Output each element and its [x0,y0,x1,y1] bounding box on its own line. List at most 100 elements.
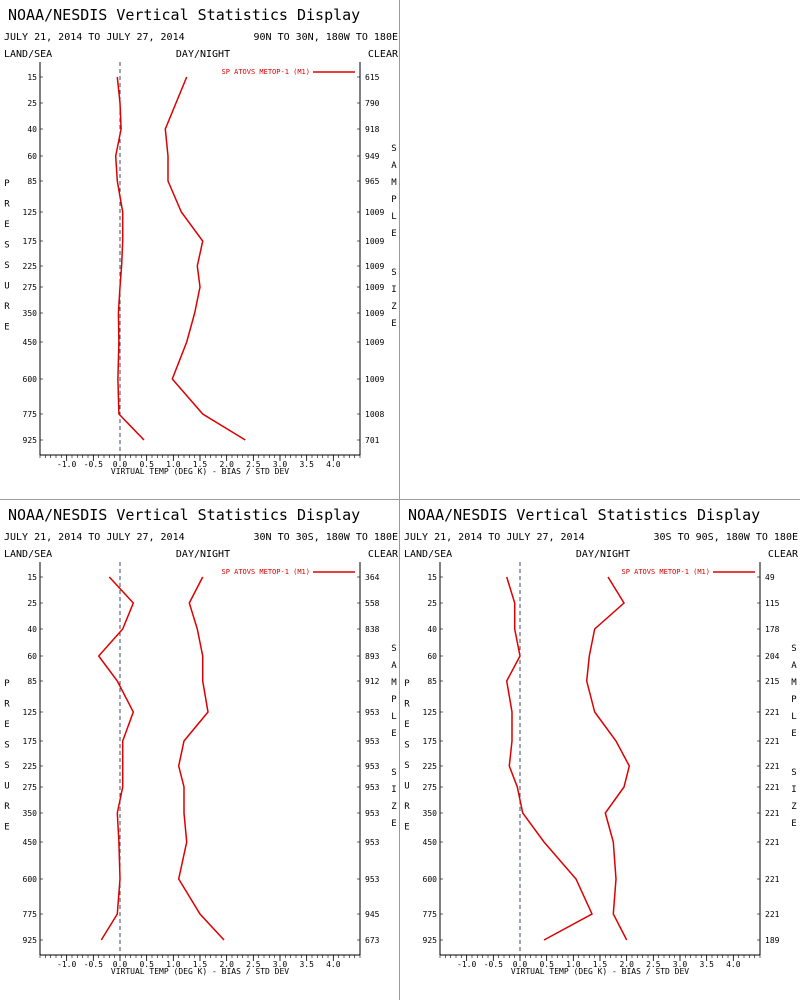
y2-axis-label-letter: M [391,678,397,688]
x-tick-label: 3.0 [273,960,288,969]
x-tick-label: 1.5 [193,460,208,469]
y2-axis-label-letter: A [391,661,397,671]
sample-size-label: 221 [765,762,780,771]
x-tick-label: 3.0 [673,960,688,969]
legend-entry-label: SP ATOVS METOP-1 (M1) [621,568,710,576]
pressure-level-label: 85 [27,677,37,686]
y-axis-label-letter: R [4,802,10,812]
y-axis-label-letter: R [404,802,410,812]
sample-size-label: 221 [765,737,780,746]
pressure-level-label: 25 [427,599,437,608]
pressure-level-label: 225 [423,762,438,771]
x-axis-label: VIRTUAL TEMP (DEG K) - BIAS / STD DEV [111,967,289,976]
y-axis-label-letter: S [4,241,9,251]
pressure-level-label: 85 [27,177,37,186]
sample-size-label: 953 [365,875,380,884]
sample-size-label: 918 [365,125,380,134]
pressure-level-label: 15 [27,573,37,582]
x-tick-label: 0.0 [113,960,128,969]
sample-size-label: 1009 [365,375,384,384]
y2-axis-label-letter: I [391,285,396,295]
pressure-level-label: 15 [427,573,437,582]
y2-axis-label-letter: P [791,695,797,705]
pressure-level-label: 275 [23,783,38,792]
y-axis-label-letter: E [4,220,9,230]
sample-size-label: 1008 [365,410,384,419]
y2-axis-label-letter: P [391,695,397,705]
x-tick-label: 2.0 [619,960,634,969]
bias-series-line [114,76,145,441]
region-label: 90N TO 30N, 180W TO 180E [254,32,399,43]
std-dev-series-line [164,76,246,441]
y2-axis-label-letter: L [391,712,396,722]
y-axis-label-letter: U [4,782,9,792]
sample-size-label: 215 [765,677,780,686]
clear-label: CLEAR [768,549,799,560]
y2-axis-label-letter: L [391,212,396,222]
sample-size-label: 115 [765,599,780,608]
legend-entry-label: SP ATOVS METOP-1 (M1) [221,68,310,76]
sample-size-label: 558 [365,599,380,608]
y2-axis-label-letter: S [791,644,796,654]
x-tick-label: 1.5 [193,960,208,969]
sample-size-label: 221 [765,838,780,847]
sample-size-label: 965 [365,177,380,186]
sample-size-label: 189 [765,936,780,945]
sample-size-label: 949 [365,152,380,161]
y-axis-label-letter: U [4,282,9,292]
sample-size-label: 221 [765,708,780,717]
pressure-level-label: 40 [27,625,37,634]
x-tick-label: -0.5 [484,960,503,969]
pressure-level-label: 60 [27,652,37,661]
day-night-label: DAY/NIGHT [176,549,230,560]
x-tick-label: -1.0 [57,960,76,969]
x-tick-label: 0.5 [139,460,154,469]
sample-size-label: 178 [765,625,780,634]
y-axis-label-letter: E [4,720,9,730]
pressure-level-label: 40 [427,625,437,634]
x-tick-label: -0.5 [84,460,103,469]
clear-label: CLEAR [368,549,399,560]
clear-label: CLEAR [368,49,399,60]
x-tick-label: 0.5 [539,960,554,969]
x-tick-label: 4.0 [726,960,741,969]
day-night-label: DAY/NIGHT [176,49,230,60]
pressure-level-label: 450 [23,338,38,347]
x-tick-label: -1.0 [457,960,476,969]
pressure-level-label: 275 [423,783,438,792]
sample-size-label: 221 [765,875,780,884]
y2-axis-label-letter: A [391,161,397,171]
pressure-level-label: 25 [27,599,37,608]
pressure-level-label: 350 [23,809,38,818]
sample-size-label: 1009 [365,262,384,271]
x-tick-label: 3.5 [699,960,714,969]
y2-axis-label-letter: A [791,661,797,671]
pressure-level-label: 925 [423,936,438,945]
bias-series-line [97,576,135,941]
pressure-level-label: 775 [23,910,38,919]
y-axis-label-letter: E [4,823,9,833]
y2-axis-label-letter: Z [791,802,797,812]
pressure-level-label: 600 [23,375,38,384]
y2-axis-label-letter: Z [391,802,397,812]
y2-axis-label-letter: E [791,819,796,829]
x-tick-label: 2.5 [246,960,261,969]
sample-size-label: 49 [765,573,775,582]
pressure-level-label: 85 [427,677,437,686]
std-dev-series-line [585,576,631,941]
sample-size-label: 221 [765,809,780,818]
land-sea-label: LAND/SEA [4,549,52,560]
pressure-level-label: 175 [23,737,38,746]
sample-size-label: 893 [365,652,380,661]
land-sea-label: LAND/SEA [404,549,452,560]
sample-size-label: 953 [365,809,380,818]
y2-axis-label-letter: Z [391,302,397,312]
sample-size-label: 701 [365,436,380,445]
date-range: JULY 21, 2014 TO JULY 27, 2014 [404,532,585,543]
y-axis-label-letter: P [404,679,410,689]
x-axis-label: VIRTUAL TEMP (DEG K) - BIAS / STD DEV [111,467,289,476]
sample-size-label: 953 [365,708,380,717]
sample-size-label: 1009 [365,208,384,217]
sample-size-label: 673 [365,936,380,945]
x-tick-label: 2.5 [246,460,261,469]
